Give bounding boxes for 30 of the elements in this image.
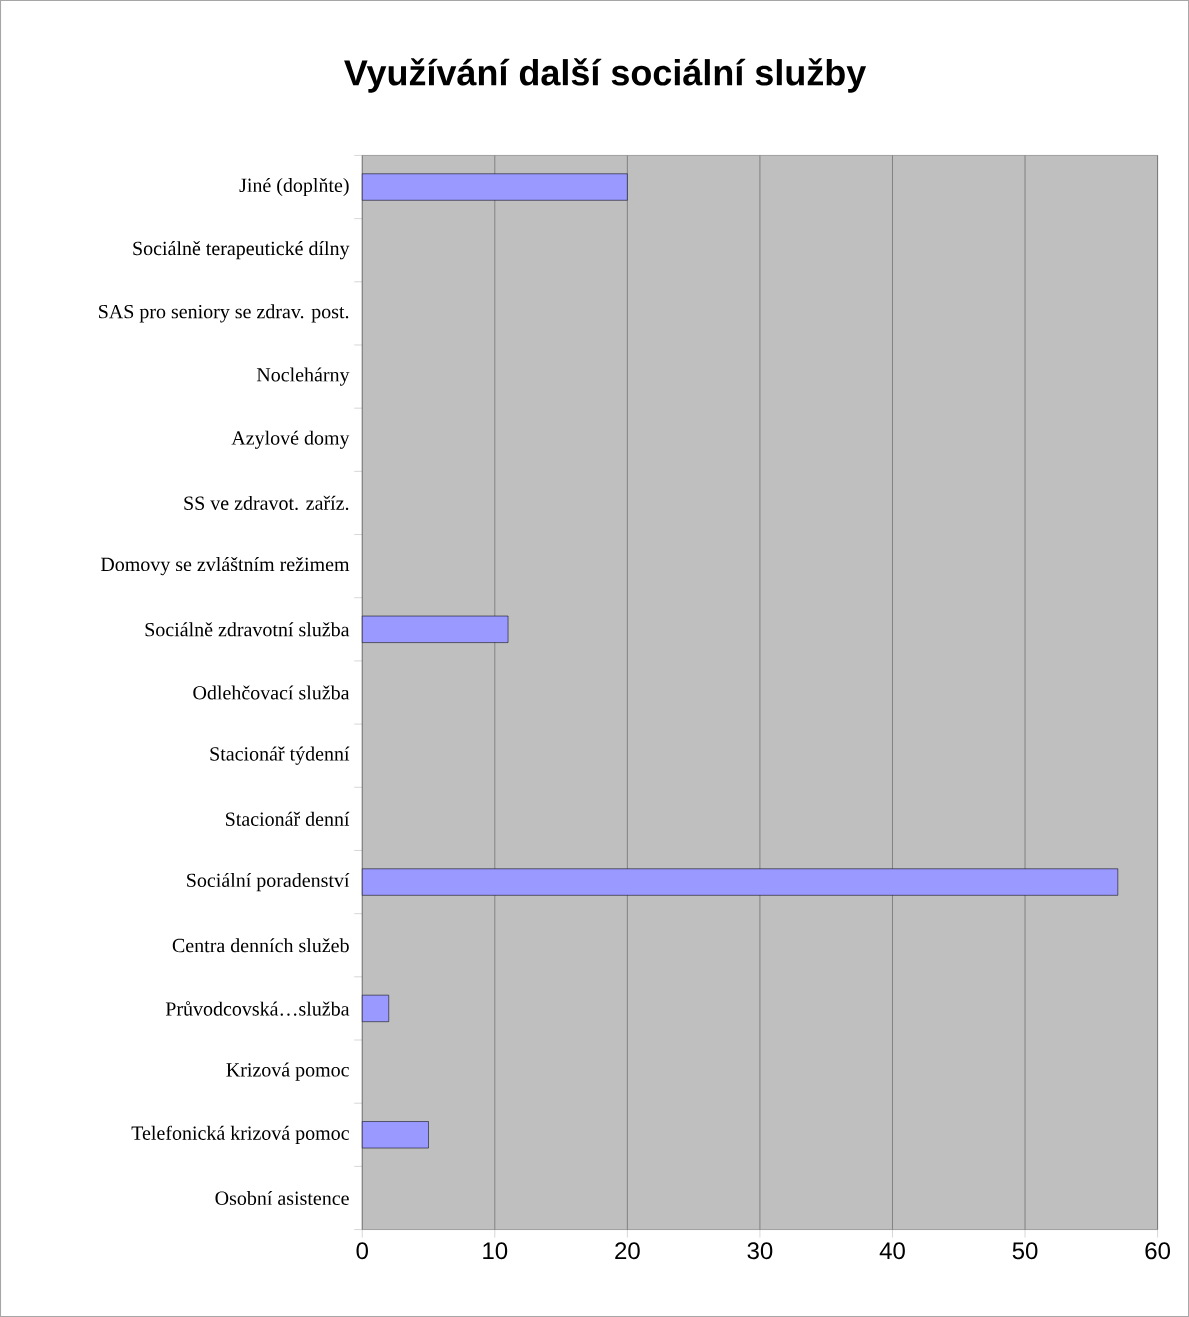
y-tick-label: Jiné (doplňte) bbox=[239, 177, 349, 197]
bar bbox=[361, 173, 628, 201]
y-tick-label: Sociálně zdravotní služba bbox=[145, 622, 350, 637]
x-tick-label: 30 bbox=[747, 1242, 773, 1260]
y-tick-label: Odlehčovací služba bbox=[193, 685, 350, 700]
y-tick-label: Osobní asistence bbox=[215, 1190, 349, 1206]
x-tick-label: 40 bbox=[879, 1242, 905, 1260]
y-tick-label: Domovy se zvláštním režimem bbox=[100, 557, 350, 576]
bar bbox=[361, 1121, 429, 1149]
y-tick-label: Stacionář týdenní bbox=[210, 746, 350, 765]
x-tick-label: 60 bbox=[1145, 1242, 1170, 1260]
bar bbox=[361, 868, 1119, 896]
y-tick-label: Centra denních služeb bbox=[172, 938, 349, 953]
x-tick-label: 20 bbox=[615, 1242, 640, 1260]
x-tick-label: 50 bbox=[1012, 1242, 1038, 1260]
bar bbox=[361, 615, 509, 643]
y-tick-label: SS ve zdravot. zaříz. bbox=[184, 495, 349, 511]
y-tick-label: Noclehárny bbox=[256, 367, 350, 386]
y-tick-label: SAS pro seniory se zdrav. post. bbox=[99, 304, 349, 323]
chart-title: Využívání další sociální služby bbox=[344, 58, 867, 93]
y-tick-label: Telefonická krizová pomoc bbox=[131, 1125, 349, 1144]
y-tick-label: Krizová pomoc bbox=[226, 1062, 349, 1081]
x-tick-label: 10 bbox=[483, 1242, 508, 1260]
bar bbox=[361, 994, 389, 1022]
x-tick-label: 0 bbox=[356, 1242, 368, 1260]
y-tick-label: Sociálně terapeutické dílny bbox=[133, 241, 350, 260]
y-tick-label: Azylové domy bbox=[231, 430, 350, 449]
y-tick-label: Průvodcovská…služba bbox=[165, 1001, 350, 1016]
y-tick-label: Sociální poradenství bbox=[187, 872, 350, 892]
y-tick-label: Stacionář denní bbox=[225, 811, 350, 826]
